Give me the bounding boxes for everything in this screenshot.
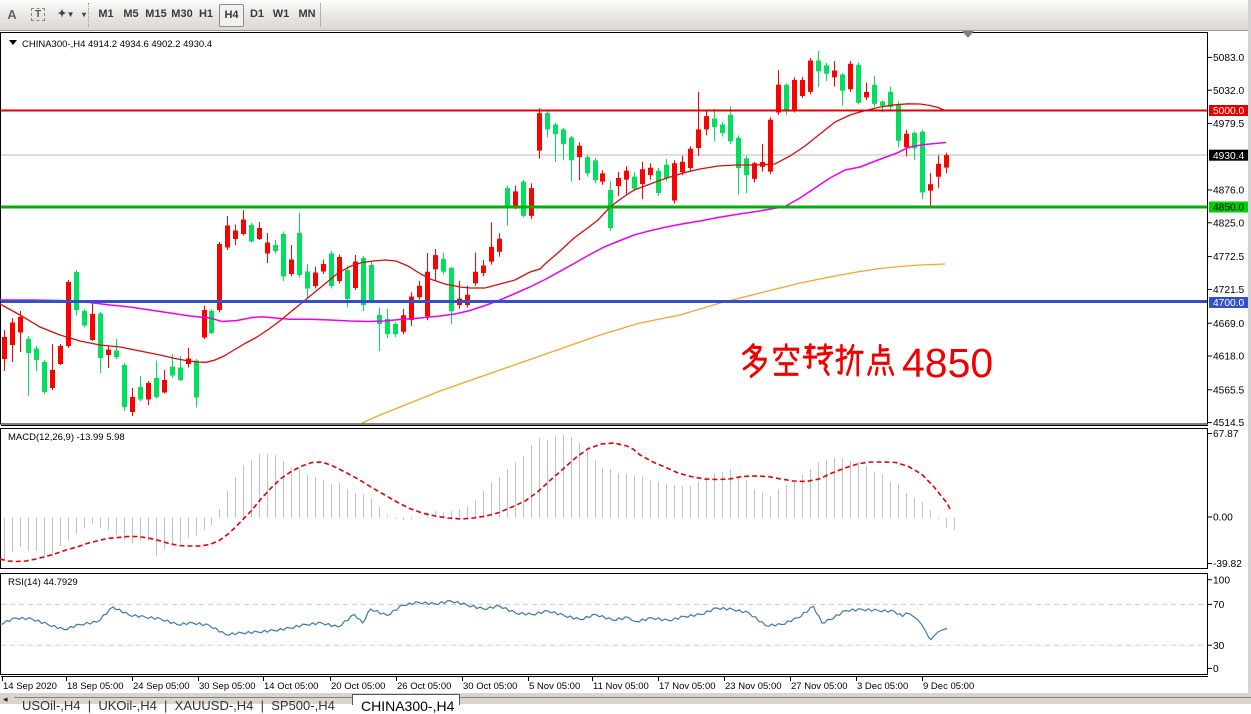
svg-text:30: 30 bbox=[1213, 641, 1225, 652]
svg-text:4721.5: 4721.5 bbox=[1213, 285, 1244, 296]
svg-text:17 Nov 05:00: 17 Nov 05:00 bbox=[659, 681, 716, 692]
svg-text:0.00: 0.00 bbox=[1213, 513, 1233, 524]
svg-text:14 Sep 2020: 14 Sep 2020 bbox=[3, 681, 57, 692]
svg-text:4565.5: 4565.5 bbox=[1213, 385, 1244, 396]
svg-text:20 Oct 05:00: 20 Oct 05:00 bbox=[331, 681, 385, 692]
svg-text:18 Sep 05:00: 18 Sep 05:00 bbox=[67, 681, 124, 692]
svg-text:24 Sep 05:00: 24 Sep 05:00 bbox=[133, 681, 190, 692]
svg-text:-39.82: -39.82 bbox=[1213, 559, 1242, 570]
svg-text:4772.5: 4772.5 bbox=[1213, 252, 1244, 263]
svg-text:23 Nov 05:00: 23 Nov 05:00 bbox=[725, 681, 782, 692]
svg-text:4669.0: 4669.0 bbox=[1213, 319, 1244, 330]
svg-text:4979.5: 4979.5 bbox=[1213, 119, 1244, 130]
svg-text:5000.0: 5000.0 bbox=[1213, 106, 1244, 117]
svg-text:0: 0 bbox=[1213, 664, 1219, 675]
svg-text:30 Sep 05:00: 30 Sep 05:00 bbox=[199, 681, 256, 692]
svg-text:70: 70 bbox=[1213, 600, 1225, 611]
svg-text:67.87: 67.87 bbox=[1213, 429, 1239, 440]
svg-text:30 Oct 05:00: 30 Oct 05:00 bbox=[463, 681, 517, 692]
svg-text:26 Oct 05:00: 26 Oct 05:00 bbox=[397, 681, 451, 692]
svg-text:3 Dec 05:00: 3 Dec 05:00 bbox=[857, 681, 908, 692]
svg-text:11 Nov 05:00: 11 Nov 05:00 bbox=[593, 681, 649, 692]
svg-text:5032.0: 5032.0 bbox=[1213, 86, 1244, 97]
svg-text:4700.0: 4700.0 bbox=[1213, 298, 1244, 309]
svg-text:CHINA300-,H4 4914.2 4934.6 49: CHINA300-,H4 4914.2 4934.6 4902.2 4930.4 bbox=[22, 39, 212, 50]
svg-text:MACD(12,26,9) -13.99 5.98: MACD(12,26,9) -13.99 5.98 bbox=[8, 432, 125, 443]
svg-text:4618.0: 4618.0 bbox=[1213, 352, 1244, 363]
svg-text:27 Nov 05:00: 27 Nov 05:00 bbox=[791, 681, 848, 692]
svg-text:4876.0: 4876.0 bbox=[1213, 186, 1244, 197]
svg-text:4930.4: 4930.4 bbox=[1213, 151, 1244, 162]
svg-text:RSI(14) 44.7929: RSI(14) 44.7929 bbox=[8, 577, 78, 588]
svg-text:5 Nov 05:00: 5 Nov 05:00 bbox=[529, 681, 580, 692]
svg-text:4850.0: 4850.0 bbox=[1213, 203, 1244, 214]
svg-text:9 Dec 05:00: 9 Dec 05:00 bbox=[923, 681, 974, 692]
svg-text:100: 100 bbox=[1213, 575, 1230, 586]
svg-text:5083.0: 5083.0 bbox=[1213, 53, 1244, 64]
svg-text:14 Oct 05:00: 14 Oct 05:00 bbox=[264, 681, 318, 692]
svg-text:4825.0: 4825.0 bbox=[1213, 218, 1244, 229]
svg-text:4850: 4850 bbox=[902, 340, 993, 386]
svg-text:4514.5: 4514.5 bbox=[1213, 418, 1244, 429]
